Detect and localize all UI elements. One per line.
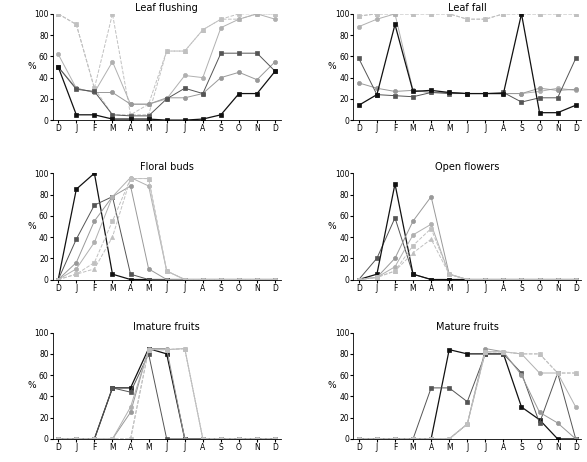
Title: Leaf flushing: Leaf flushing: [136, 3, 198, 13]
Title: Mature fruits: Mature fruits: [436, 322, 499, 332]
Y-axis label: %: %: [328, 381, 336, 390]
Y-axis label: %: %: [27, 62, 36, 72]
Title: Imature fruits: Imature fruits: [133, 322, 200, 332]
Y-axis label: %: %: [27, 222, 36, 231]
Y-axis label: %: %: [328, 62, 336, 72]
Title: Leaf fall: Leaf fall: [448, 3, 487, 13]
Title: Floral buds: Floral buds: [140, 163, 194, 172]
Title: Open flowers: Open flowers: [435, 163, 500, 172]
Y-axis label: %: %: [27, 381, 36, 390]
Y-axis label: %: %: [328, 222, 336, 231]
